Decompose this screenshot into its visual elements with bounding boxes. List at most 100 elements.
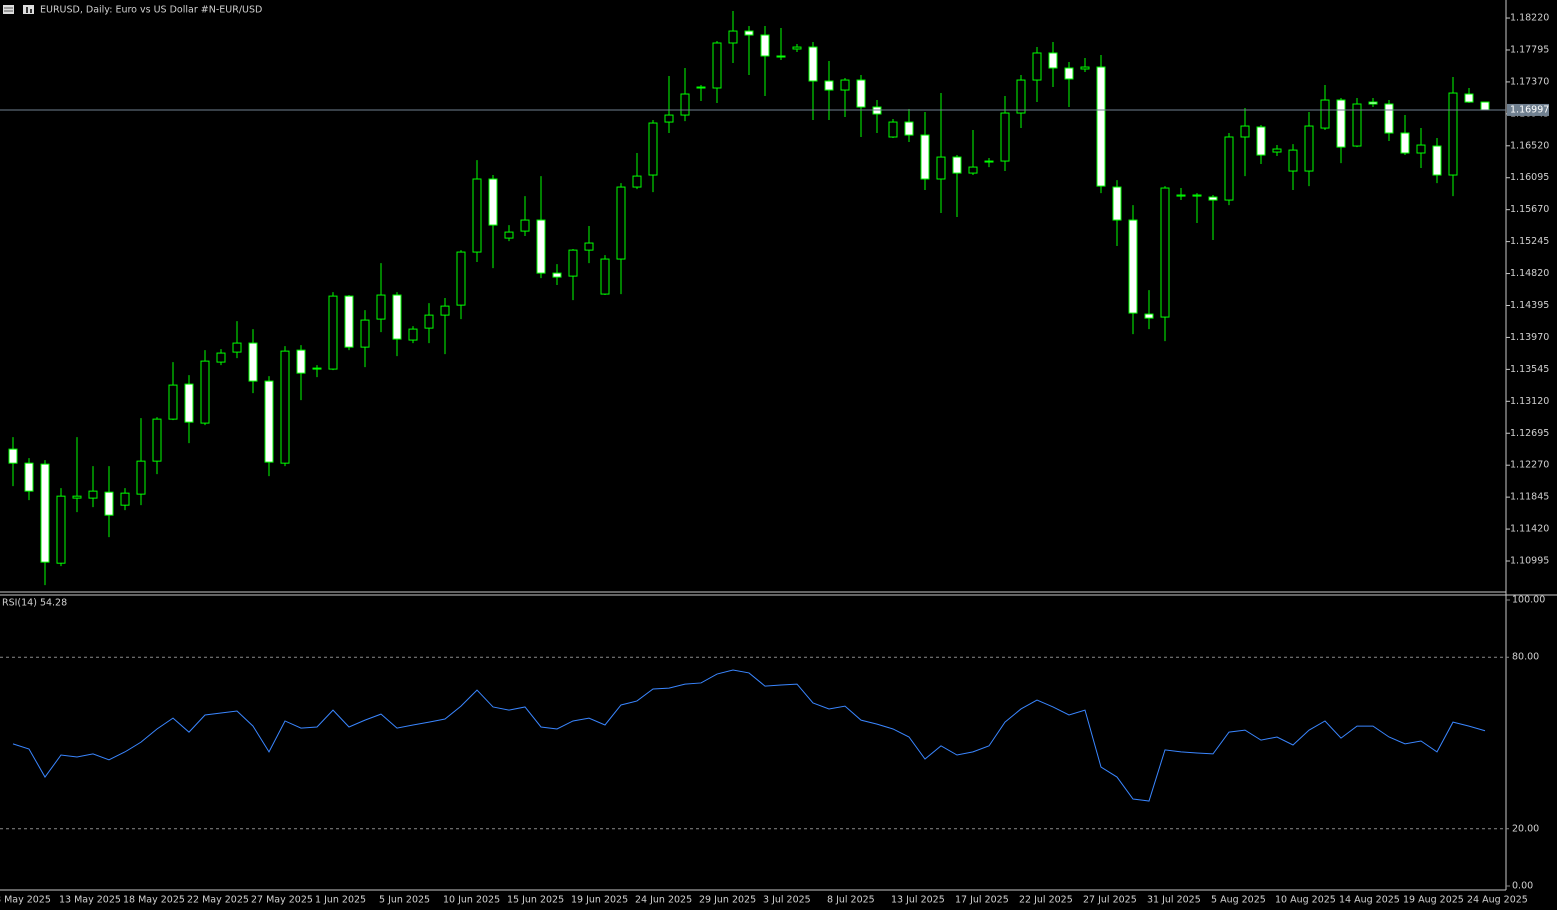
x-tick-label: 8 Jul 2025 bbox=[827, 895, 875, 906]
candle-body bbox=[1128, 219, 1138, 314]
x-tick-label: 22 Jul 2025 bbox=[1019, 895, 1073, 906]
y-tick-label: 1.14395 bbox=[1510, 300, 1549, 311]
candle-body bbox=[440, 305, 450, 316]
y-tick-label: 80.00 bbox=[1512, 652, 1539, 663]
candle-body bbox=[600, 258, 610, 295]
candle-body bbox=[392, 294, 402, 340]
x-tick-label: 10 Aug 2025 bbox=[1275, 895, 1336, 906]
y-tick-label: 1.15670 bbox=[1510, 204, 1549, 215]
candle-body bbox=[1064, 67, 1074, 80]
candle-body bbox=[56, 495, 66, 564]
candle-body bbox=[248, 342, 258, 382]
x-tick-label: 10 Jun 2025 bbox=[443, 895, 500, 906]
candle-body bbox=[1224, 136, 1234, 201]
candle-body bbox=[936, 156, 946, 180]
candle-body bbox=[1336, 99, 1346, 148]
candle-body bbox=[312, 367, 322, 370]
candle-body bbox=[328, 295, 338, 370]
current-price-box bbox=[1507, 103, 1549, 116]
candle-body bbox=[760, 34, 770, 57]
candle-body bbox=[1288, 149, 1298, 172]
x-tick-label: 13 May 2025 bbox=[59, 895, 121, 906]
y-tick-label: 20.00 bbox=[1512, 823, 1539, 834]
candle-body bbox=[584, 242, 594, 251]
candle-body bbox=[1240, 125, 1250, 138]
candle-body bbox=[1384, 103, 1394, 134]
candle-body bbox=[1160, 187, 1170, 318]
candle-body bbox=[1368, 101, 1378, 105]
candle-body bbox=[344, 295, 354, 348]
candle-body bbox=[984, 160, 994, 163]
candle-body bbox=[296, 349, 306, 374]
x-tick-label: 13 Jul 2025 bbox=[891, 895, 945, 906]
x-tick-label: 19 Jun 2025 bbox=[571, 895, 628, 906]
x-tick-label: 27 May 2025 bbox=[251, 895, 313, 906]
candle-body bbox=[1192, 194, 1202, 197]
x-tick-label: 8 May 2025 bbox=[0, 895, 51, 906]
candle-body bbox=[72, 495, 82, 499]
candle-body bbox=[88, 490, 98, 499]
y-tick-label: 1.14820 bbox=[1510, 268, 1549, 279]
candle-body bbox=[568, 249, 578, 277]
x-tick-label: 27 Jul 2025 bbox=[1083, 895, 1137, 906]
indicator-title: RSI(14) 54.28 bbox=[2, 598, 67, 609]
candle-body bbox=[872, 106, 882, 115]
candle-body bbox=[216, 352, 226, 363]
candle-body bbox=[232, 342, 242, 353]
candle-body bbox=[408, 328, 418, 341]
candle-body bbox=[520, 219, 530, 232]
x-tick-label: 3 Jul 2025 bbox=[763, 895, 811, 906]
candle-body bbox=[776, 55, 786, 58]
candle-body bbox=[808, 46, 818, 82]
y-tick-label: 1.11845 bbox=[1510, 492, 1549, 503]
candle-body bbox=[1144, 313, 1154, 319]
current-price-label: 1.16997 bbox=[1510, 104, 1549, 115]
x-tick-label: 15 Jun 2025 bbox=[507, 895, 564, 906]
candle-body bbox=[1464, 93, 1474, 103]
candle-body bbox=[1480, 101, 1490, 111]
candle-body bbox=[424, 314, 434, 329]
candle-body bbox=[824, 80, 834, 91]
candle-body bbox=[1320, 99, 1330, 129]
candle-body bbox=[712, 42, 722, 89]
candle-body bbox=[1016, 79, 1026, 114]
x-tick-label: 19 Aug 2025 bbox=[1403, 895, 1464, 906]
y-tick-label: 1.16520 bbox=[1510, 140, 1549, 151]
candle-body bbox=[536, 219, 546, 274]
candle-body bbox=[1112, 186, 1122, 221]
candle-body bbox=[168, 384, 178, 420]
candle-body bbox=[264, 380, 274, 463]
y-tick-label: 1.18220 bbox=[1510, 13, 1549, 24]
y-tick-label: 1.13970 bbox=[1510, 332, 1549, 343]
candle-body bbox=[376, 294, 386, 320]
candle-body bbox=[664, 114, 674, 123]
candle-body bbox=[744, 30, 754, 36]
candle-body bbox=[680, 93, 690, 116]
y-tick-label: 1.10995 bbox=[1510, 556, 1549, 567]
candle-body bbox=[184, 383, 194, 423]
y-tick-label: 1.11420 bbox=[1510, 524, 1549, 535]
candle-body bbox=[648, 122, 658, 176]
y-tick-label: 1.17795 bbox=[1510, 44, 1549, 55]
candle-body bbox=[728, 30, 738, 44]
candle-body bbox=[840, 79, 850, 91]
y-tick-label: 1.12695 bbox=[1510, 428, 1549, 439]
candle-body bbox=[472, 178, 482, 253]
candle-body bbox=[1208, 196, 1218, 201]
x-tick-label: 5 Jun 2025 bbox=[379, 895, 430, 906]
candle-body bbox=[1000, 112, 1010, 162]
candle-body bbox=[104, 491, 114, 516]
candle-body bbox=[360, 319, 370, 348]
candle-body bbox=[136, 460, 146, 495]
candle-body bbox=[200, 360, 210, 424]
candle-body bbox=[1256, 126, 1266, 156]
candle-body bbox=[552, 272, 562, 278]
candle-body bbox=[1096, 66, 1106, 187]
candle-body bbox=[1032, 52, 1042, 81]
x-tick-label: 22 May 2025 bbox=[187, 895, 249, 906]
candle-body bbox=[904, 121, 914, 136]
candle-body bbox=[504, 231, 514, 239]
candle-body bbox=[1080, 66, 1090, 70]
x-tick-label: 18 May 2025 bbox=[123, 895, 185, 906]
